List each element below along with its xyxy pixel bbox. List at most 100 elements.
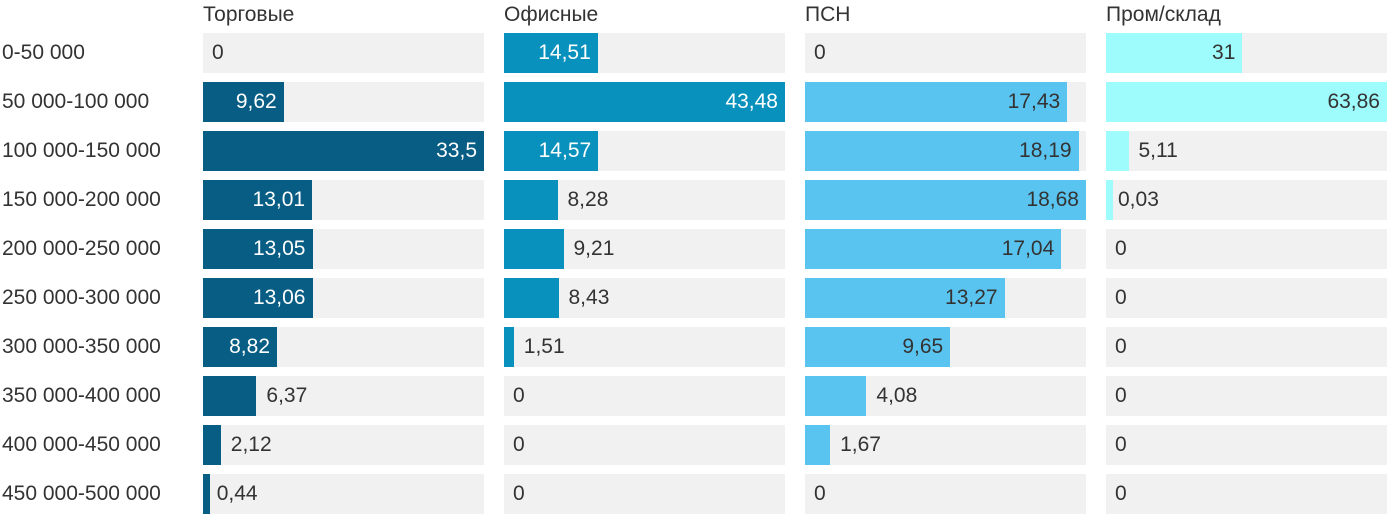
table-row: 150 000-200 000 13,01 8,28 18,68 0,03 <box>0 180 1400 220</box>
bar-track: 5,11 <box>1106 131 1387 171</box>
row-label: 250 000-300 000 <box>2 286 161 309</box>
bar-track: 9,62 <box>203 82 484 122</box>
bar: 13,05 <box>203 229 313 269</box>
column-header: Пром/склад <box>1106 3 1221 26</box>
bar-value-label: 0,44 <box>216 482 258 505</box>
bar-value-label: 0 <box>1115 335 1127 358</box>
row-label: 150 000-200 000 <box>2 188 161 211</box>
bar: 8,82 <box>203 327 277 367</box>
bar-track: 18,19 <box>805 131 1086 171</box>
bar-track: 0,03 <box>1106 180 1387 220</box>
bar: 9,62 <box>203 82 284 122</box>
bar-track: 18,68 <box>805 180 1086 220</box>
bar-track: 0 <box>1106 376 1387 416</box>
bar: 43,48 <box>504 82 785 122</box>
bar-value-label: 0 <box>513 433 525 456</box>
bar-track: 0 <box>805 33 1086 73</box>
table-row: 450 000-500 000 0,44 0 0 0 <box>0 474 1400 514</box>
bar: 14,51 <box>504 33 598 73</box>
bar-value-label: 8,28 <box>567 188 609 211</box>
bar-track: 63,86 <box>1106 82 1387 122</box>
bar-track: 0 <box>203 33 484 73</box>
bar-track: 8,82 <box>203 327 484 367</box>
bar-track: 17,43 <box>805 82 1086 122</box>
bar <box>504 180 558 220</box>
bar-value-label: 0 <box>212 41 224 64</box>
bar-track: 0 <box>1106 425 1387 465</box>
bar-value-label: 5,11 <box>1138 139 1178 162</box>
bar-value-label: 0 <box>1115 384 1127 407</box>
bar-track: 0 <box>1106 327 1387 367</box>
table-row: 200 000-250 000 13,05 9,21 17,04 0 <box>0 229 1400 269</box>
table-row: 100 000-150 000 33,5 14,57 18,19 5,11 <box>0 131 1400 171</box>
bar-value-label: 0 <box>1115 286 1127 309</box>
bar: 17,43 <box>805 82 1068 122</box>
bar-track: 0 <box>1106 229 1387 269</box>
bar-track: 0 <box>805 474 1086 514</box>
bar-value-label: 0 <box>513 482 525 505</box>
table-row: 50 000-100 000 9,62 43,48 17,43 63,86 <box>0 82 1400 122</box>
bar-value-label: 6,37 <box>266 384 308 407</box>
bar-track: 31 <box>1106 33 1387 73</box>
row-label: 350 000-400 000 <box>2 384 161 407</box>
bar: 18,68 <box>805 180 1086 220</box>
bar-track: 13,05 <box>203 229 484 269</box>
bar-track: 0 <box>504 376 785 416</box>
bar-value-label: 0 <box>1115 433 1127 456</box>
column-header: Офисные <box>504 3 599 26</box>
bar-value-label: 4,08 <box>876 384 918 407</box>
bar-track: 0,44 <box>203 474 484 514</box>
row-label: 300 000-350 000 <box>2 335 161 358</box>
bar-track: 1,67 <box>805 425 1086 465</box>
table-row: 350 000-400 000 6,37 0 4,08 0 <box>0 376 1400 416</box>
bar <box>504 229 564 269</box>
bar: 31 <box>1106 33 1243 73</box>
bar-track: 1,51 <box>504 327 785 367</box>
bar-track: 8,43 <box>504 278 785 318</box>
column-header: ПСН <box>805 3 851 26</box>
bar-value-label: 0 <box>814 482 826 505</box>
row-label: 200 000-250 000 <box>2 237 161 260</box>
bar-track: 13,06 <box>203 278 484 318</box>
bar-track: 0 <box>504 474 785 514</box>
bar <box>203 474 210 514</box>
bar-value-label: 0 <box>1115 237 1127 260</box>
bar <box>805 376 867 416</box>
bar-track: 6,37 <box>203 376 484 416</box>
bar-track: 33,5 <box>203 131 484 171</box>
row-label: 100 000-150 000 <box>2 139 161 162</box>
header-row: Торговые Офисные ПСН Пром/склад <box>0 0 1400 33</box>
bar-track: 9,65 <box>805 327 1086 367</box>
bar-track: 9,21 <box>504 229 785 269</box>
bar-track: 43,48 <box>504 82 785 122</box>
table-row: 0-50 000 0 14,51 0 31 <box>0 33 1400 73</box>
bar-value-label: 0 <box>513 384 525 407</box>
bar-track: 2,12 <box>203 425 484 465</box>
bar-value-label: 0 <box>814 41 826 64</box>
bar-value-label: 9,21 <box>573 237 615 260</box>
bar-track: 0 <box>1106 474 1387 514</box>
bar: 17,04 <box>805 229 1062 269</box>
row-label: 0-50 000 <box>2 41 85 64</box>
bar-value-label: 2,12 <box>230 433 272 456</box>
bar: 18,19 <box>805 131 1079 171</box>
bar: 14,57 <box>504 131 599 171</box>
bar: 63,86 <box>1106 82 1387 122</box>
bar-value-label: 1,51 <box>523 335 565 358</box>
bar <box>203 376 257 416</box>
table-row: 400 000-450 000 2,12 0 1,67 0 <box>0 425 1400 465</box>
bar <box>1106 131 1129 171</box>
bar-track: 8,28 <box>504 180 785 220</box>
bar-track: 14,57 <box>504 131 785 171</box>
bar-value-label: 0 <box>1115 482 1127 505</box>
chart-rows: 0-50 000 0 14,51 0 31 50 000-100 000 9,62 43,48… <box>0 33 1400 514</box>
bar <box>203 425 221 465</box>
table-row: 250 000-300 000 13,06 8,43 13,27 0 <box>0 278 1400 318</box>
row-label: 50 000-100 000 <box>2 90 150 113</box>
bar-track: 0 <box>1106 278 1387 318</box>
bar <box>805 425 831 465</box>
row-label: 450 000-500 000 <box>2 482 161 505</box>
bar: 13,01 <box>203 180 313 220</box>
bar-track: 4,08 <box>805 376 1086 416</box>
